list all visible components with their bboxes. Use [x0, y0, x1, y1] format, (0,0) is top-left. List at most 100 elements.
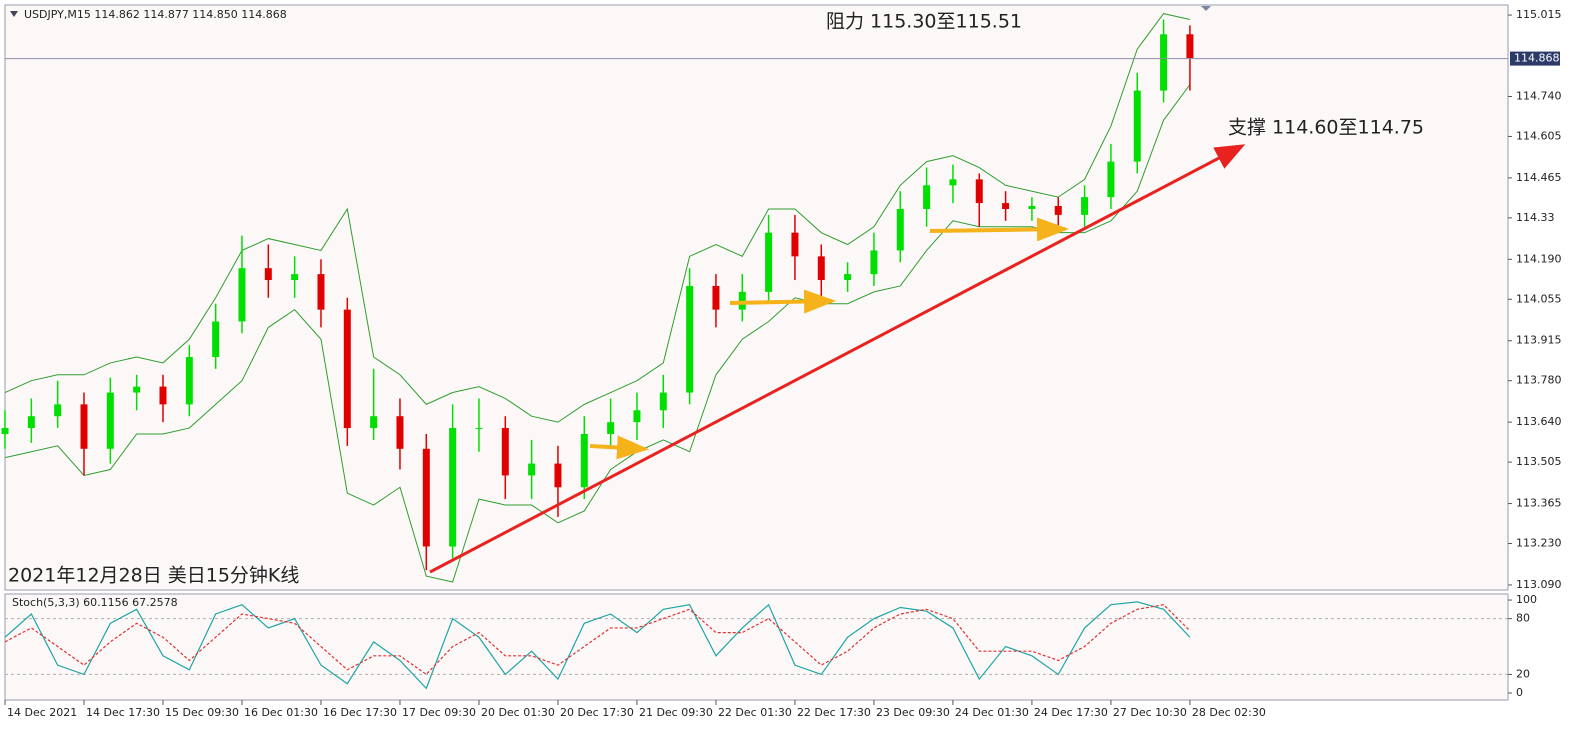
candle-body	[659, 392, 667, 411]
y-tick-label: 100	[1516, 593, 1537, 606]
candle-body	[528, 463, 536, 476]
candle-body	[185, 357, 193, 405]
x-tick-label: 27 Dec 10:30	[1113, 706, 1187, 719]
last-price-box	[1510, 51, 1560, 66]
candle-body	[1, 428, 9, 434]
x-tick-label: 16 Dec 17:30	[323, 706, 397, 719]
y-tick-label: 114.605	[1516, 129, 1562, 142]
candle-body	[844, 274, 852, 281]
y-tick-label: 113.640	[1516, 415, 1562, 428]
x-tick-label: 16 Dec 01:30	[244, 706, 318, 719]
candle-body	[80, 404, 88, 449]
candle-body	[580, 433, 588, 488]
candle-body	[27, 416, 35, 429]
candle-body	[1133, 90, 1141, 162]
candle-body	[554, 463, 562, 488]
trend-line	[429, 144, 1246, 574]
stoch-panel	[4, 593, 1509, 701]
candle-body	[870, 250, 878, 275]
y-tick-label: 114.33	[1516, 211, 1555, 224]
price-panel	[4, 4, 1509, 591]
candle-body	[1107, 161, 1115, 198]
candle-body	[896, 208, 904, 251]
candle-body	[1081, 197, 1089, 215]
candle-body	[449, 428, 457, 547]
candle-body	[291, 274, 299, 281]
candle-body	[712, 285, 720, 310]
chart-header: USDJPY,M15 114.862 114.877 114.850 114.8…	[24, 8, 287, 21]
candle-body	[817, 256, 825, 281]
candle-body	[54, 404, 62, 417]
arrow	[729, 289, 836, 314]
candle-body	[975, 179, 983, 204]
y-tick-label: 20	[1516, 667, 1530, 680]
arrow	[929, 217, 1069, 242]
candle-body	[923, 185, 931, 209]
x-tick-label: 20 Dec 17:30	[560, 706, 634, 719]
x-tick-label: 21 Dec 09:30	[639, 706, 713, 719]
x-tick-label: 20 Dec 01:30	[481, 706, 555, 719]
candle-body	[686, 285, 694, 393]
band-line	[4, 84, 1191, 583]
band-line	[4, 13, 1191, 423]
candle-body	[343, 309, 351, 429]
candle-body	[475, 428, 483, 430]
shift-marker	[1201, 6, 1211, 11]
y-tick-label: 113.230	[1516, 537, 1562, 550]
x-tick-label: 15 Dec 09:30	[165, 706, 239, 719]
y-tick-label: 114.740	[1516, 89, 1562, 102]
y-tick-label: 114.465	[1516, 171, 1562, 184]
y-tick-label: 113.505	[1516, 455, 1562, 468]
y-tick-label: 114.190	[1516, 252, 1562, 265]
candle-body	[317, 274, 325, 310]
candle-body	[106, 392, 114, 449]
x-tick-label: 23 Dec 09:30	[876, 706, 950, 719]
y-tick-label: 80	[1516, 612, 1530, 625]
y-tick-label: 113.365	[1516, 497, 1562, 510]
candle-body	[765, 232, 773, 292]
candle-body	[133, 386, 141, 393]
annotation: 阻力 115.30至115.51	[826, 11, 1022, 33]
candle-body	[1054, 206, 1062, 215]
x-tick-label: 17 Dec 09:30	[402, 706, 476, 719]
candle-body	[159, 386, 167, 405]
candle-body	[1186, 34, 1194, 58]
y-tick-label: 115.015	[1516, 8, 1562, 21]
arrow	[589, 435, 649, 460]
annotation: 2021年12月28日 美日15分钟K线	[8, 565, 299, 587]
candle-body	[212, 321, 220, 358]
candle-body	[791, 232, 799, 257]
candle-body	[1002, 203, 1010, 209]
x-tick-label: 28 Dec 02:30	[1192, 706, 1266, 719]
candle-body	[264, 268, 272, 281]
y-tick-label: 113.090	[1516, 578, 1562, 591]
candle-body	[396, 416, 404, 449]
candle-body	[422, 448, 430, 547]
annotation: 支撑 114.60至114.75	[1228, 117, 1424, 139]
x-tick-label: 22 Dec 17:30	[797, 706, 871, 719]
x-tick-label: 24 Dec 17:30	[1034, 706, 1108, 719]
x-tick-label: 14 Dec 17:30	[86, 706, 160, 719]
candle-body	[238, 268, 246, 322]
y-tick-label: 113.915	[1516, 334, 1562, 347]
candle-body	[607, 422, 615, 434]
menu-icon[interactable]	[10, 11, 18, 17]
y-tick-label: 113.780	[1516, 374, 1562, 387]
candle-body	[501, 428, 509, 476]
candle-body	[738, 291, 746, 310]
x-tick-label: 14 Dec 2021	[7, 706, 77, 719]
stoch-line	[4, 601, 1191, 690]
x-tick-label: 24 Dec 01:30	[955, 706, 1029, 719]
candle-body	[1160, 34, 1168, 91]
y-tick-label: 0	[1516, 686, 1523, 699]
stoch-header: Stoch(5,3,3) 60.1156 67.2578	[12, 596, 178, 609]
candle-body	[949, 179, 957, 186]
candle-body	[633, 410, 641, 423]
candle-body	[370, 416, 378, 429]
last-price-label: 114.868	[1514, 52, 1560, 65]
x-tick-label: 22 Dec 01:30	[718, 706, 792, 719]
candle-body	[1028, 206, 1036, 209]
y-tick-label: 114.055	[1516, 292, 1562, 305]
